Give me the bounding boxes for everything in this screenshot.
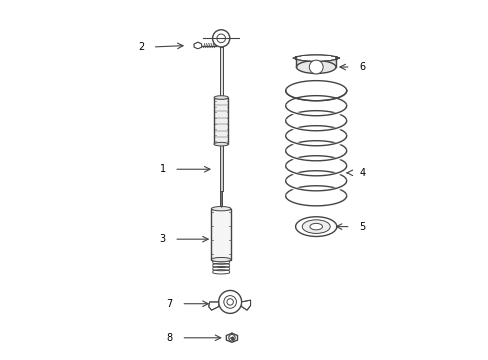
Circle shape <box>218 291 241 314</box>
Polygon shape <box>194 42 201 49</box>
Ellipse shape <box>309 224 322 230</box>
Circle shape <box>217 34 225 42</box>
Circle shape <box>309 60 323 74</box>
Text: 4: 4 <box>359 168 365 178</box>
Text: 3: 3 <box>159 234 165 244</box>
Ellipse shape <box>214 142 228 146</box>
Text: 7: 7 <box>166 299 172 309</box>
Text: 1: 1 <box>159 164 165 174</box>
Polygon shape <box>208 302 218 310</box>
Bar <box>211 209 230 260</box>
Ellipse shape <box>211 207 230 211</box>
Bar <box>214 98 228 144</box>
Circle shape <box>212 30 229 47</box>
Circle shape <box>228 334 235 341</box>
Ellipse shape <box>302 220 329 233</box>
Circle shape <box>224 296 236 308</box>
Polygon shape <box>292 55 339 61</box>
Text: 5: 5 <box>359 222 365 231</box>
Text: 2: 2 <box>138 42 144 52</box>
Ellipse shape <box>214 96 228 99</box>
Ellipse shape <box>296 60 335 73</box>
Circle shape <box>226 299 233 305</box>
Text: 6: 6 <box>359 62 365 72</box>
Ellipse shape <box>295 217 336 237</box>
Polygon shape <box>241 300 250 310</box>
Text: 8: 8 <box>166 333 172 343</box>
Ellipse shape <box>211 257 230 262</box>
